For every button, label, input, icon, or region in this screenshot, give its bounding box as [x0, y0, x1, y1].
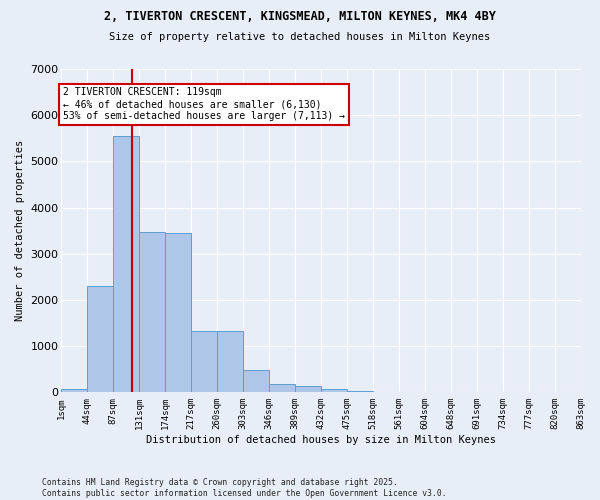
Bar	[347, 391, 373, 392]
Text: 2 TIVERTON CRESCENT: 119sqm
← 46% of detached houses are smaller (6,130)
53% of : 2 TIVERTON CRESCENT: 119sqm ← 46% of det…	[63, 88, 345, 120]
Bar	[139, 232, 165, 392]
Text: Contains HM Land Registry data © Crown copyright and database right 2025.
Contai: Contains HM Land Registry data © Crown c…	[42, 478, 446, 498]
Bar	[113, 136, 139, 392]
Bar	[295, 386, 321, 392]
X-axis label: Distribution of detached houses by size in Milton Keynes: Distribution of detached houses by size …	[146, 435, 496, 445]
Bar	[269, 384, 295, 392]
Text: 2, TIVERTON CRESCENT, KINGSMEAD, MILTON KEYNES, MK4 4BY: 2, TIVERTON CRESCENT, KINGSMEAD, MILTON …	[104, 10, 496, 23]
Bar	[321, 389, 347, 392]
Bar	[243, 370, 269, 392]
Bar	[61, 389, 88, 392]
Text: Size of property relative to detached houses in Milton Keynes: Size of property relative to detached ho…	[109, 32, 491, 42]
Bar	[165, 232, 191, 392]
Bar	[217, 331, 243, 392]
Y-axis label: Number of detached properties: Number of detached properties	[15, 140, 25, 322]
Bar	[88, 286, 113, 393]
Bar	[191, 331, 217, 392]
